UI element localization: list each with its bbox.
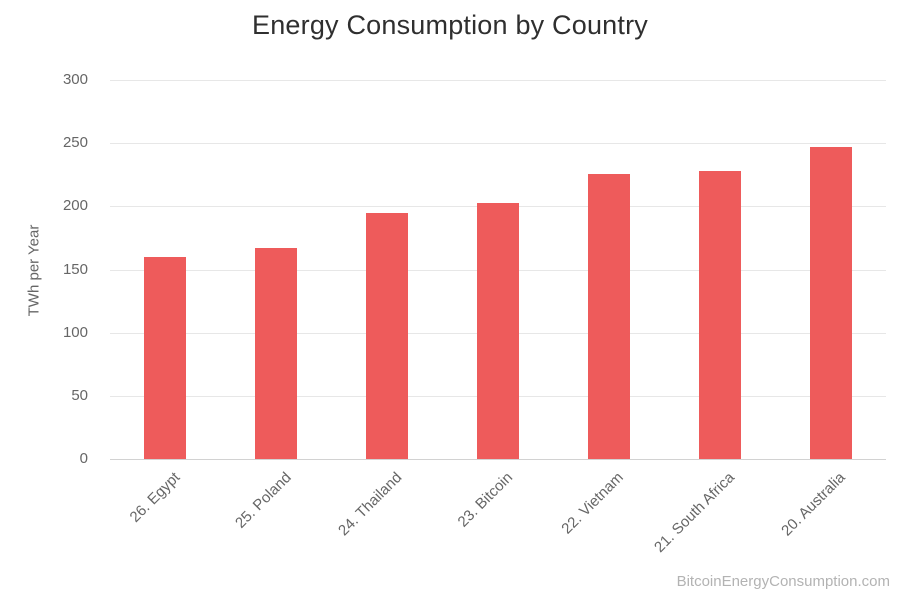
bar-slot	[553, 80, 664, 459]
bar-23-bitcoin[interactable]	[477, 202, 519, 459]
x-tick-label: 22. Vietnam	[558, 469, 627, 538]
bar-slot	[110, 80, 221, 459]
bar-21-south-africa[interactable]	[698, 170, 741, 459]
bar-22-vietnam[interactable]	[587, 173, 630, 459]
gridline	[110, 143, 886, 145]
y-tick-label: 150	[62, 260, 88, 278]
y-tick-label: 50	[71, 386, 88, 404]
bars-layer	[110, 80, 886, 459]
bar-slot	[664, 80, 775, 459]
x-axis-line	[110, 459, 886, 460]
y-tick-label: 250	[62, 134, 88, 152]
bar-slot	[775, 80, 886, 459]
y-tick-label: 100	[62, 323, 88, 341]
bar-25-poland[interactable]	[255, 248, 298, 459]
bar-26-egypt[interactable]	[144, 256, 187, 459]
bar-slot	[221, 80, 332, 459]
chart-title: Energy Consumption by Country	[252, 10, 648, 40]
x-tick-label: 23. Bitcoin	[454, 469, 517, 531]
bar-24-thailand[interactable]	[366, 212, 409, 459]
y-tick-label: 0	[79, 450, 88, 467]
y-tick-label: 200	[62, 197, 88, 215]
bar-slot	[443, 80, 554, 459]
gridline	[110, 80, 886, 81]
x-tick-label: 20. Australia	[778, 469, 849, 540]
x-tick-label: 25. Poland	[231, 469, 295, 532]
x-tick-label: 21. South Africa	[650, 469, 738, 556]
bar-20-australia[interactable]	[809, 146, 852, 459]
x-tick-label: 24. Thailand	[334, 469, 406, 540]
x-tick-label: 26. Egypt	[126, 469, 184, 526]
bar-slot	[332, 80, 443, 459]
credits-watermark-link[interactable]: BitcoinEnergyConsumption.com	[676, 573, 890, 590]
y-tick-label: 300	[62, 71, 88, 88]
